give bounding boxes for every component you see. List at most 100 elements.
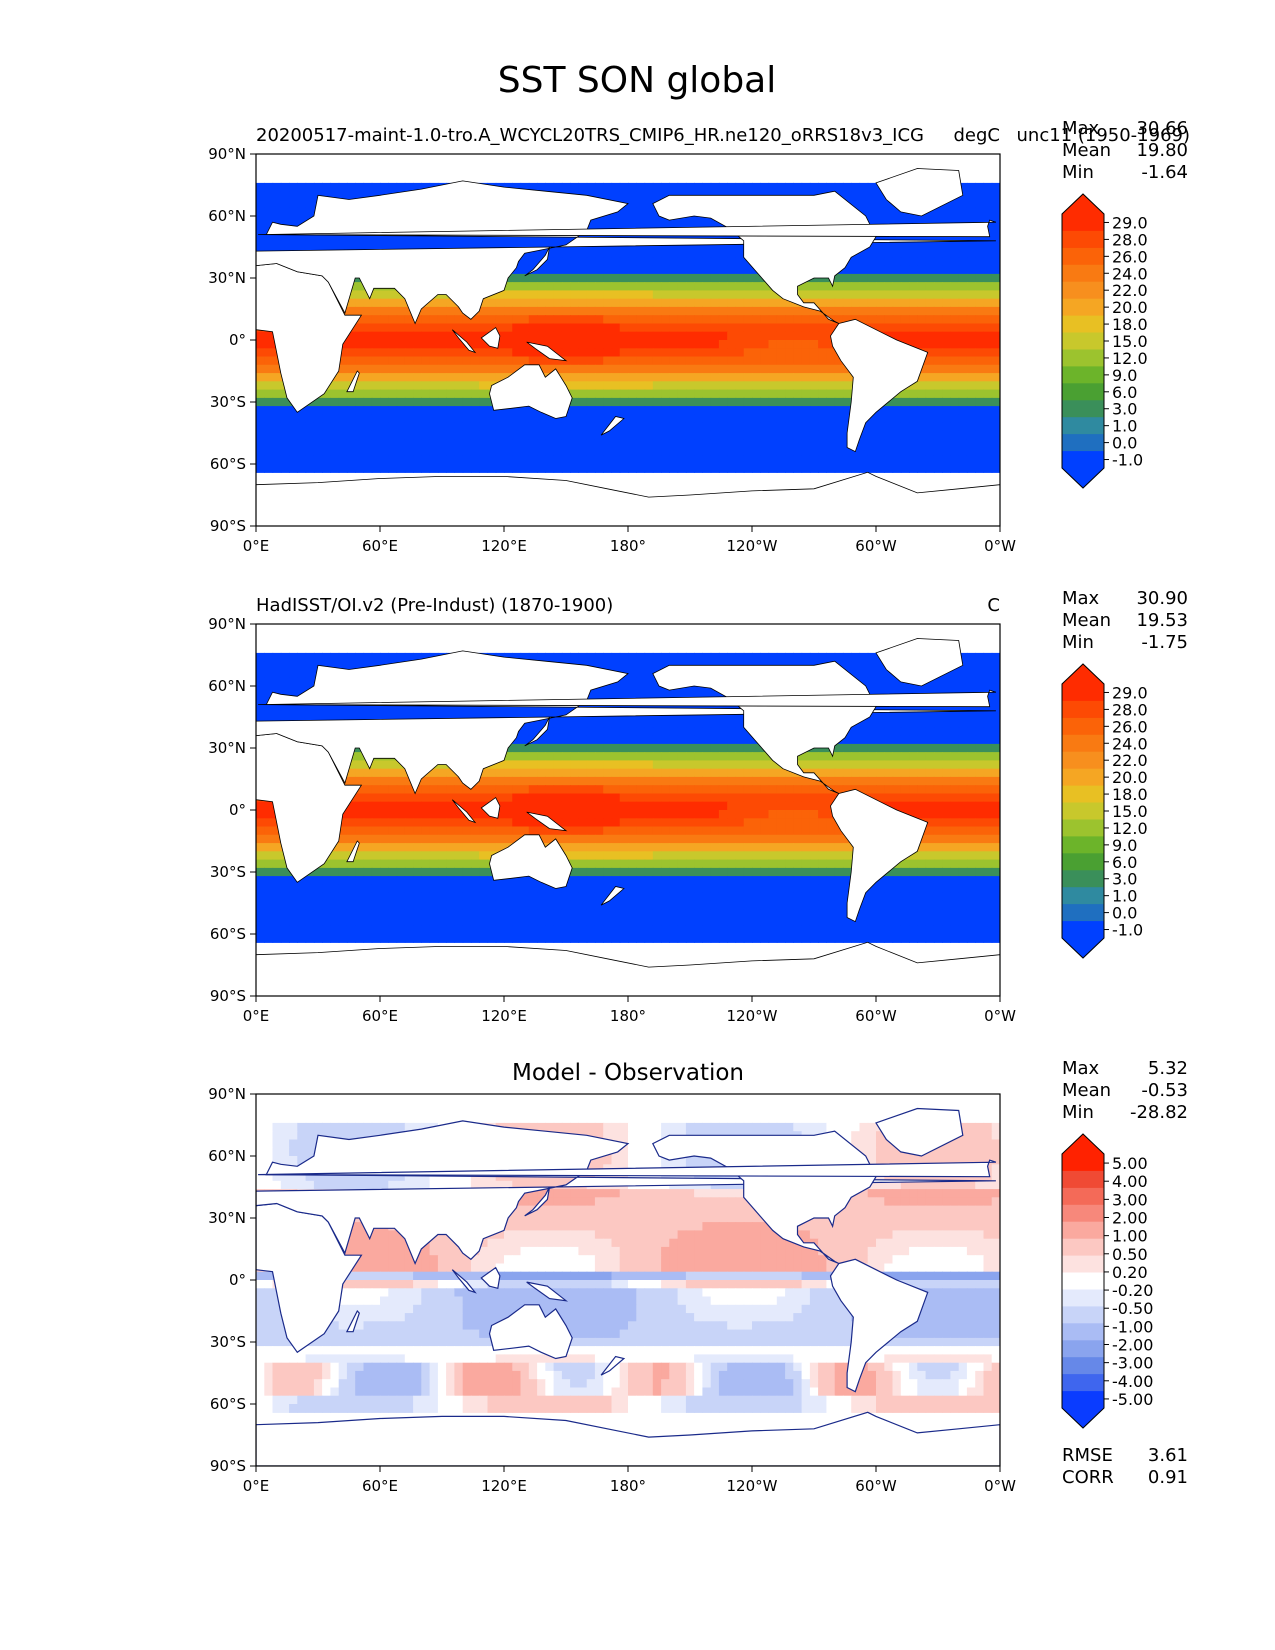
colorbar-extend-max — [1062, 664, 1104, 684]
land-japan — [524, 1186, 551, 1217]
sst-field — [256, 154, 1000, 526]
colorbar-extend-min — [1062, 1408, 1104, 1428]
lat-tick-label: 90°N — [208, 145, 246, 163]
land-japan — [524, 246, 550, 277]
land-sumatra — [451, 329, 477, 354]
colorbar-tick-label: 18.0 — [1112, 785, 1148, 804]
stat-value: 19.80 — [1136, 140, 1188, 161]
colorbar-tick-label: 24.0 — [1112, 734, 1148, 753]
colorbar-tick-label: 24.0 — [1112, 264, 1148, 283]
lat-tick-label: 60°S — [210, 455, 246, 473]
land-borneo — [480, 327, 501, 349]
lon-tick-label: 60°E — [362, 1477, 398, 1495]
colorbar-segment — [1062, 802, 1104, 820]
land-south-america — [830, 318, 929, 453]
colorbar-segment — [1062, 349, 1104, 367]
colorbar-segment — [1062, 734, 1104, 753]
colorbar-tick-label: 12.0 — [1112, 819, 1148, 838]
colorbar-tick-label: 3.0 — [1112, 400, 1137, 419]
land-japan — [524, 716, 550, 747]
panel-obs-left-title: HadISST/OI.v2 (Pre-Indust) (1870-1900) — [256, 595, 613, 616]
colorbar-segment — [1062, 247, 1104, 266]
panel-diff: Model - Observation 90°N 60°N 30°N 0° 30°S 60… — [208, 1058, 1188, 1495]
colorbar-tick-label: 20.0 — [1112, 298, 1148, 317]
lat-tick-label: 60°N — [208, 677, 246, 695]
lat-tick-label: 0° — [229, 801, 246, 819]
lon-tick-label: 120°W — [727, 1007, 778, 1025]
panel-diff-stats: Max 5.32 Mean -0.53 Min -28.82 — [1062, 1058, 1188, 1123]
lon-tick-label: 120°E — [481, 537, 527, 555]
lat-tick-label: 90°S — [210, 1457, 246, 1475]
panel-diff-colorbar: 5.004.003.002.001.000.500.20-0.20-0.50-1… — [1061, 1133, 1153, 1429]
land-uk — [258, 689, 997, 708]
colorbar-segment — [1062, 887, 1104, 905]
stat-label: Mean — [1062, 610, 1111, 631]
colorbar-segment — [1062, 1340, 1104, 1358]
stat-value: 30.90 — [1136, 588, 1188, 609]
panel-obs-colorbar: 29.028.026.024.022.020.018.015.012.09.06… — [1061, 663, 1148, 959]
land-antarctica — [256, 471, 1000, 526]
land-new-guinea — [526, 1281, 569, 1302]
lat-tick-label: 60°N — [208, 207, 246, 225]
land-uk — [258, 1159, 997, 1178]
colorbar-segment — [1062, 264, 1104, 283]
lon-tick-label: 0°E — [243, 1477, 270, 1495]
colorbar-segment — [1062, 1289, 1104, 1307]
lon-tick-label: 180° — [610, 537, 646, 555]
colorbar-segment — [1062, 1357, 1104, 1375]
lat-tick-label: 60°S — [210, 1395, 246, 1413]
colorbar-segment — [1062, 1255, 1104, 1273]
colorbar-tick-label: -5.00 — [1112, 1390, 1153, 1409]
land-madagascar — [346, 840, 360, 863]
colorbar-segment — [1062, 434, 1104, 452]
colorbar-segment — [1062, 383, 1104, 401]
colorbar-tick-label: 22.0 — [1112, 751, 1148, 770]
colorbar-tick-label: 3.0 — [1112, 870, 1137, 889]
land-madagascar — [345, 1309, 360, 1333]
stat-label: Mean — [1062, 1080, 1111, 1101]
colorbar-segment — [1062, 451, 1104, 469]
colorbar-segment — [1062, 230, 1104, 249]
colorbar-segment — [1062, 332, 1104, 350]
colorbar-segment — [1062, 366, 1104, 384]
land-north-america — [651, 1130, 877, 1265]
colorbar-segment — [1062, 904, 1104, 922]
lat-tick-label: 30°S — [210, 393, 246, 411]
panel-obs-right-title: C — [987, 595, 1000, 616]
land-europe-asia — [256, 650, 996, 795]
colorbar-segment — [1062, 1221, 1104, 1240]
panel-model-overlay-text: unc11 (1950-1969) — [1017, 125, 1191, 146]
colorbar-extend-max — [1062, 194, 1104, 214]
colorbar-segment — [1062, 1391, 1104, 1409]
stat-value: -0.53 — [1141, 1080, 1188, 1101]
colorbar-tick-label: -0.20 — [1112, 1281, 1153, 1300]
colorbar-tick-label: -4.00 — [1112, 1372, 1153, 1391]
panel-model-colorbar: 29.028.026.024.022.020.018.015.012.09.06… — [1061, 193, 1148, 489]
colorbar-segment — [1062, 315, 1104, 333]
sst-field — [256, 1094, 1000, 1466]
colorbar-tick-label: -0.50 — [1112, 1299, 1153, 1318]
colorbar-segment — [1062, 298, 1104, 317]
panel-diff-metrics: RMSE 3.61 CORR 0.91 — [1062, 1445, 1188, 1488]
colorbar-tick-label: 0.50 — [1112, 1245, 1148, 1264]
colorbar-tick-label: 28.0 — [1112, 230, 1148, 249]
lon-tick-label: 0°W — [984, 1477, 1016, 1495]
colorbar-segment — [1062, 921, 1104, 939]
panel-obs-stats: Max 30.90 Mean 19.53 Min -1.75 — [1062, 588, 1188, 653]
colorbar-segment — [1062, 1272, 1104, 1290]
metric-label: RMSE — [1062, 1445, 1113, 1466]
colorbar-tick-label: 15.0 — [1112, 802, 1148, 821]
lon-tick-label: 120°W — [727, 1477, 778, 1495]
stat-value: 30.66 — [1136, 118, 1188, 139]
panel-model-right-title: degC — [954, 125, 1001, 146]
lat-tick-label: 60°S — [210, 925, 246, 943]
colorbar-tick-label: 1.0 — [1112, 417, 1137, 436]
lon-tick-label: 60°W — [855, 537, 897, 555]
colorbar-segment — [1062, 1170, 1104, 1189]
stat-label: Max — [1062, 1058, 1100, 1079]
land-sumatra — [451, 799, 477, 824]
lat-tick-label: 90°N — [208, 1085, 246, 1103]
colorbar-tick-label: 0.20 — [1112, 1263, 1148, 1282]
stat-value: -28.82 — [1130, 1102, 1188, 1123]
lat-tick-label: 30°S — [210, 1333, 246, 1351]
